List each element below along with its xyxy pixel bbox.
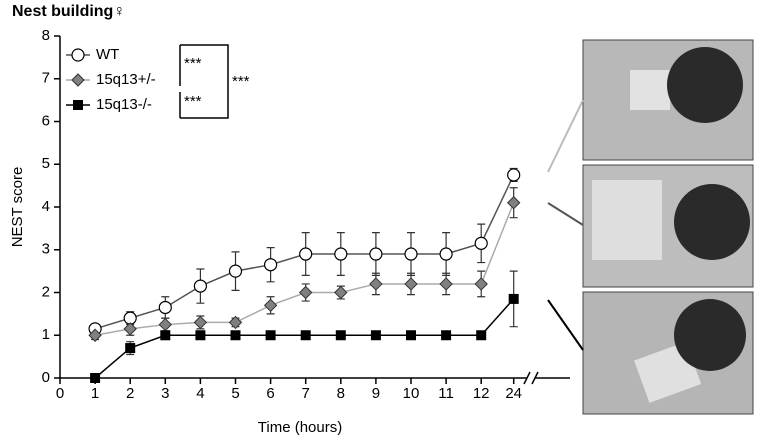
point: [369, 247, 383, 261]
point: [506, 196, 521, 210]
y-tick-label: 8: [42, 27, 50, 44]
y-tick-label: 6: [42, 112, 50, 129]
point: [195, 330, 206, 341]
point: [264, 258, 278, 272]
legend-label: 15q13+/-: [96, 71, 156, 88]
series-line: [94, 202, 515, 336]
significance: ***: [184, 93, 202, 110]
x-tick-label: 7: [302, 385, 310, 402]
x-tick-label: 12: [473, 385, 490, 402]
significance: ***: [232, 73, 250, 90]
point: [476, 330, 487, 341]
y-tick-label: 7: [42, 70, 50, 87]
point: [299, 247, 313, 261]
legend-marker: [71, 48, 85, 62]
x-tick-label: 6: [266, 385, 274, 402]
point: [369, 277, 383, 291]
x-tick-label: 3: [161, 385, 169, 402]
axis-break: [531, 371, 539, 385]
bracket: [180, 44, 229, 119]
x-axis-label: Time (hours): [258, 419, 342, 436]
legend-label: WT: [96, 46, 119, 63]
legend-label: 15q13-/-: [96, 96, 152, 113]
point: [263, 298, 278, 313]
x-tick-label: 5: [231, 385, 239, 402]
legend-marker: [73, 100, 83, 110]
point: [508, 293, 519, 304]
point: [158, 300, 172, 315]
point: [474, 236, 488, 250]
point: [335, 330, 346, 341]
x-tick-label: 8: [337, 385, 345, 402]
point: [300, 330, 311, 341]
photo: [582, 39, 754, 415]
connector: [547, 202, 584, 226]
x-tick-label: 0: [56, 385, 64, 402]
x-tick-label: 10: [403, 385, 420, 402]
point: [90, 373, 101, 383]
x-tick-label: 1: [91, 385, 99, 402]
point: [193, 315, 208, 330]
y-tick-label: 0: [42, 369, 50, 386]
point: [228, 315, 243, 330]
point: [160, 330, 171, 341]
point: [439, 277, 453, 291]
point: [404, 247, 418, 261]
point: [507, 168, 521, 182]
point: [123, 322, 137, 336]
legend-marker: [71, 73, 85, 87]
point: [370, 330, 381, 341]
point: [193, 279, 207, 293]
point: [228, 264, 243, 278]
point: [158, 317, 173, 332]
y-tick-label: 3: [42, 241, 50, 258]
y-tick-label: 4: [42, 198, 50, 215]
y-axis-label: NEST score: [9, 167, 26, 248]
x-tick-label: 24: [505, 385, 522, 402]
point: [88, 328, 102, 342]
point: [406, 330, 416, 341]
connector: [547, 99, 584, 173]
point: [334, 285, 348, 300]
point: [230, 330, 241, 341]
point: [441, 330, 452, 341]
point: [439, 247, 453, 261]
x-tick-label: 4: [196, 385, 204, 402]
axis-break: [523, 371, 531, 385]
x-tick-label: 11: [438, 385, 454, 402]
point: [265, 330, 276, 341]
chart-title: Nest building♀: [12, 3, 125, 20]
y-tick-label: 5: [42, 155, 50, 172]
point: [404, 277, 418, 291]
x-tick-label: 9: [372, 385, 380, 402]
x-tick-label: 2: [126, 385, 134, 402]
connector: [547, 299, 584, 351]
point: [125, 343, 136, 354]
point: [298, 285, 313, 300]
point: [334, 247, 348, 261]
point: [474, 277, 488, 291]
y-tick-label: 1: [42, 326, 50, 343]
significance: ***: [184, 55, 202, 72]
y-tick-label: 2: [42, 283, 50, 300]
